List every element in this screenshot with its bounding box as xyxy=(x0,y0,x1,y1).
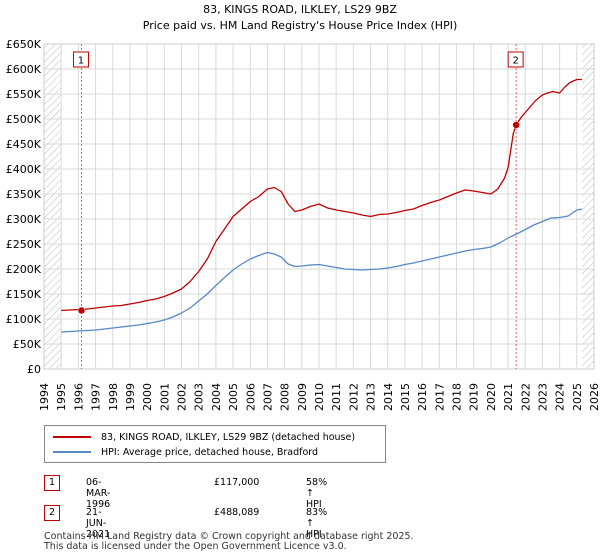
plot-border xyxy=(43,43,595,370)
x-tick-label: 2005 xyxy=(227,383,240,411)
y-tick-label: £300K xyxy=(6,213,42,226)
y-tick-label: £250K xyxy=(6,238,42,251)
x-tick-label: 2010 xyxy=(313,383,326,411)
marker-badge-label: 1 xyxy=(78,56,84,67)
legend-label: 83, KINGS ROAD, ILKLEY, LS29 9BZ (detach… xyxy=(101,431,356,443)
x-tick-label: 2000 xyxy=(141,383,154,411)
x-tick-label: 2025 xyxy=(571,383,584,411)
x-tick-label: 2017 xyxy=(433,383,446,411)
marker-badge xyxy=(507,51,524,68)
legend-swatch-red xyxy=(53,436,91,438)
y-tick-label: £600K xyxy=(6,63,42,76)
x-tick-label: 2008 xyxy=(279,383,292,411)
y-tick-label: £100K xyxy=(6,313,42,326)
x-tick-label: 2022 xyxy=(519,383,532,411)
x-tick-label: 2002 xyxy=(176,383,189,411)
transaction-number-badge: 2 xyxy=(44,505,60,521)
x-tick-label: 2023 xyxy=(536,383,549,411)
hatched-region-before xyxy=(44,44,62,369)
x-tick-label: 1997 xyxy=(90,383,103,411)
marker-badge-label: 2 xyxy=(512,56,518,67)
marker-badge xyxy=(72,51,89,68)
y-tick-label: £550K xyxy=(6,88,42,101)
y-tick-label: £500K xyxy=(6,113,42,126)
x-tick-label: 2016 xyxy=(416,383,429,411)
x-tick-label: 2011 xyxy=(330,383,343,411)
y-tick-label: £650K xyxy=(6,38,42,51)
hatched-region-after xyxy=(581,44,594,369)
x-tick-label: 2001 xyxy=(158,383,171,411)
property-price-line xyxy=(61,78,582,312)
footer-line: Contains HM Land Registry data © Crown c… xyxy=(44,531,414,542)
x-tick-label: 1999 xyxy=(124,383,137,411)
legend-label: HPI: Average price, detached house, Brad… xyxy=(101,446,319,458)
x-tick-label: 2021 xyxy=(502,383,515,411)
y-tick-label: £400K xyxy=(6,163,42,176)
x-tick-label: 1994 xyxy=(38,383,51,411)
sale-point xyxy=(77,306,86,315)
x-tick-label: 2019 xyxy=(468,383,481,411)
transaction-date: 06-MAR-1996 xyxy=(86,477,111,510)
transaction-price: £488,089 xyxy=(214,507,260,518)
y-tick-label: £200K xyxy=(6,263,42,276)
price-chart: 83, KINGS ROAD, ILKLEY, LS29 9BZ Price p… xyxy=(6,3,600,411)
x-tick-label: 2020 xyxy=(485,383,498,411)
transaction-hpi: 83% ↑ HPI xyxy=(306,507,328,540)
transaction-hpi: 58% ↑ HPI xyxy=(306,477,328,510)
transaction-number-badge: 1 xyxy=(44,475,60,491)
hpi-line xyxy=(61,208,583,333)
x-tick-label: 2009 xyxy=(296,383,309,411)
footer-line: This data is licensed under the Open Gov… xyxy=(44,541,347,552)
legend-swatch-blue xyxy=(53,451,91,453)
x-tick-label: 1996 xyxy=(72,383,85,411)
x-tick-label: 2013 xyxy=(365,383,378,411)
chart-legend: 83, KINGS ROAD, ILKLEY, LS29 9BZ (detach… xyxy=(44,425,386,463)
sale-point xyxy=(512,121,520,129)
y-tick-label: £150K xyxy=(6,288,42,301)
x-tick-label: 2003 xyxy=(193,383,206,411)
footer-attribution: Contains HM Land Registry data © Crown c… xyxy=(44,532,414,552)
y-tick-label: £450K xyxy=(6,138,42,151)
x-tick-label: 2015 xyxy=(399,383,412,411)
chart-subtitle: Price paid vs. HM Land Registry's House … xyxy=(143,19,458,32)
x-tick-label: 2014 xyxy=(382,383,395,411)
x-tick-label: 2018 xyxy=(451,383,464,411)
legend-item-property: 83, KINGS ROAD, ILKLEY, LS29 9BZ (detach… xyxy=(53,430,355,444)
y-tick-label: £50K xyxy=(13,338,42,351)
x-tick-label: 1998 xyxy=(107,383,120,411)
x-tick-label: 2006 xyxy=(244,383,257,411)
x-tick-label: 2012 xyxy=(347,383,360,411)
chart-title: 83, KINGS ROAD, ILKLEY, LS29 9BZ xyxy=(203,3,397,16)
x-tick-label: 2007 xyxy=(261,383,274,411)
x-tick-label: 2026 xyxy=(588,383,600,411)
x-tick-label: 2004 xyxy=(210,383,223,411)
x-tick-label: 1995 xyxy=(55,383,68,411)
transaction-date: 21-JUN-2021 xyxy=(86,507,111,540)
legend-item-hpi: HPI: Average price, detached house, Brad… xyxy=(53,445,318,459)
y-tick-label: £0 xyxy=(27,363,41,376)
y-tick-label: £350K xyxy=(6,188,42,201)
x-tick-label: 2024 xyxy=(554,383,567,411)
transaction-price: £117,000 xyxy=(214,477,260,488)
